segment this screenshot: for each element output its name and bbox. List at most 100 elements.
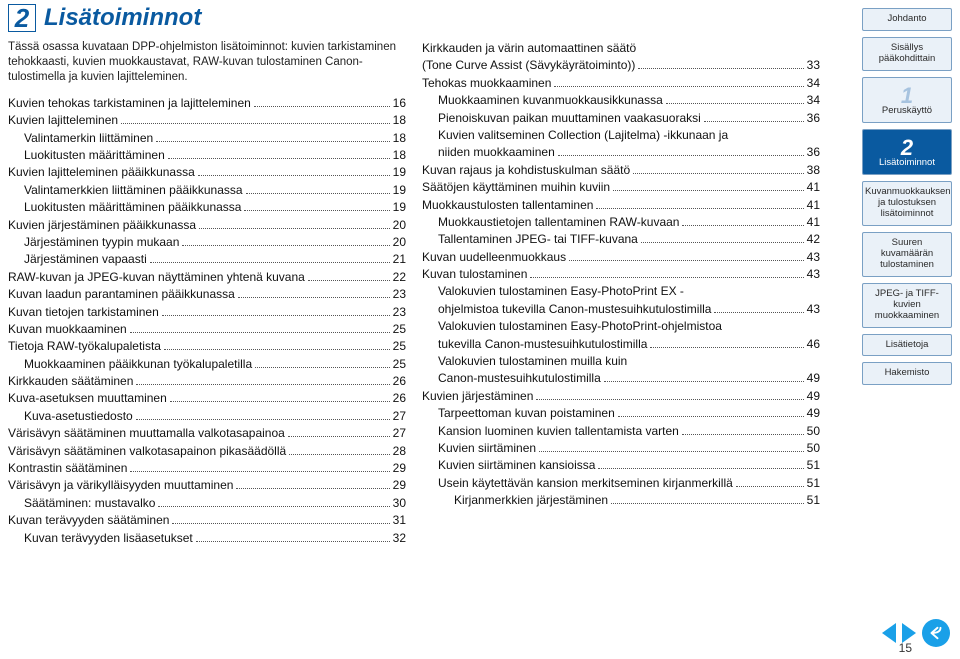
- toc-entry-page: 41: [807, 214, 820, 231]
- toc-entry[interactable]: Muokkaaminen pääikkunan työkalupaletilla…: [8, 356, 406, 373]
- toc-entry[interactable]: Tietoja RAW-työkalupaletista25: [8, 338, 406, 355]
- sidebar-nav: Johdanto Sisällys pääkohdittain 1Peruskäyt…: [862, 8, 952, 385]
- chapter-title: Lisätoiminnot: [44, 4, 201, 32]
- toc-entry[interactable]: Kuvien lajitteleminen18: [8, 112, 406, 129]
- toc-entry-page: 28: [393, 443, 406, 460]
- toc-entry[interactable]: ohjelmistoa tukevilla Canon-mustesuihkut…: [422, 301, 820, 318]
- prev-page-button[interactable]: [882, 623, 896, 643]
- toc-leader-dots: [199, 228, 390, 229]
- toc-entry[interactable]: Kuvan muokkaaminen25: [8, 321, 406, 338]
- sidebar-item-contents[interactable]: Sisällys pääkohdittain: [862, 37, 952, 71]
- toc-entry[interactable]: Kuvan laadun parantaminen pääikkunassa23: [8, 286, 406, 303]
- toc-leader-dots: [236, 488, 389, 489]
- sidebar-item-ch1[interactable]: 1Peruskäyttö: [862, 77, 952, 123]
- toc-entry[interactable]: Värisävyn säätäminen valkotasapainon pik…: [8, 443, 406, 460]
- toc-entry[interactable]: Valintamerkkien liittäminen pääikkunassa…: [8, 182, 406, 199]
- toc-entry-label: Kuvien siirtäminen kansioissa: [438, 457, 595, 474]
- toc-entry[interactable]: Kuva-asetuksen muuttaminen26: [8, 390, 406, 407]
- sidebar-item-extra[interactable]: Lisätietoja: [862, 334, 952, 357]
- toc-entry[interactable]: Kuvien lajitteleminen pääikkunassa19: [8, 164, 406, 181]
- toc-leader-dots: [196, 541, 390, 542]
- toc-entry-page: 42: [807, 231, 820, 248]
- toc-entry-label: Luokitusten määrittäminen: [24, 147, 165, 164]
- toc-entry-label: Kuvan terävyyden säätäminen: [8, 512, 169, 529]
- sidebar-item-index[interactable]: Hakemisto: [862, 362, 952, 385]
- sidebar-item-ch5[interactable]: JPEG- ja TIFF-kuvien muokkaaminen: [862, 283, 952, 328]
- toc-entry-label: Kuvien siirtäminen: [438, 440, 536, 457]
- toc-entry[interactable]: Valintamerkin liittäminen18: [8, 130, 406, 147]
- toc-entry[interactable]: Kuvien tehokas tarkistaminen ja lajittel…: [8, 95, 406, 112]
- toc-entry[interactable]: Järjestäminen tyypin mukaan20: [8, 234, 406, 251]
- sidebar-item-ch3[interactable]: Kuvanmuokkauksen ja tulostuksen lisätoim…: [862, 181, 952, 226]
- toc-entry-label: Muokkaaminen kuvanmuokkausikkunassa: [438, 92, 663, 109]
- toc-leader-dots: [182, 245, 389, 246]
- toc-entry[interactable]: Canon-mustesuihkutulostimilla49: [422, 370, 820, 387]
- toc-leader-dots: [618, 416, 804, 417]
- toc-entry[interactable]: Muokkaustulosten tallentaminen41: [422, 197, 820, 214]
- toc-entry-label: Kuvien järjestäminen pääikkunassa: [8, 217, 196, 234]
- toc-entry[interactable]: Kontrastin säätäminen29: [8, 460, 406, 477]
- toc-entry-page: 19: [393, 164, 406, 181]
- toc-entry[interactable]: Kuvien valitseminen Collection (Lajitelm…: [422, 127, 820, 144]
- toc-entry-page: 18: [393, 112, 406, 129]
- next-page-button[interactable]: [902, 623, 916, 643]
- toc-entry[interactable]: Luokitusten määrittäminen pääikkunassa19: [8, 199, 406, 216]
- toc-entry-page: 25: [393, 321, 406, 338]
- toc-entry-label: tukevilla Canon-mustesuihkutulostimilla: [438, 336, 647, 353]
- toc-entry-label: Kontrastin säätäminen: [8, 460, 127, 477]
- toc-entry[interactable]: Tarpeettoman kuvan poistaminen 49: [422, 405, 820, 422]
- toc-entry-page: 50: [807, 423, 820, 440]
- toc-entry-label: Kuva-asetuksen muuttaminen: [8, 390, 167, 407]
- toc-entry[interactable]: tukevilla Canon-mustesuihkutulostimilla4…: [422, 336, 820, 353]
- toc-entry[interactable]: Kuvan tulostaminen43: [422, 266, 820, 283]
- toc-entry-page: 34: [807, 92, 820, 109]
- toc-entry[interactable]: Kuvan uudelleenmuokkaus43: [422, 249, 820, 266]
- toc-entry[interactable]: Värisävyn ja värikylläisyyden muuttamine…: [8, 477, 406, 494]
- toc-entry[interactable]: Valokuvien tulostaminen Easy-PhotoPrint-…: [422, 318, 820, 335]
- toc-entry[interactable]: Kirkkauden ja värin automaattinen säätö: [422, 40, 820, 57]
- toc-leader-dots: [130, 471, 389, 472]
- toc-entry[interactable]: Kirjanmerkkien järjestäminen51: [422, 492, 820, 509]
- toc-entry-label: Kuva-asetustiedosto: [24, 408, 133, 425]
- toc-entry-page: 25: [393, 356, 406, 373]
- toc-entry[interactable]: Värisävyn säätäminen muuttamalla valkota…: [8, 425, 406, 442]
- toc-entry[interactable]: Kuvan tietojen tarkistaminen23: [8, 304, 406, 321]
- toc-entry-page: 49: [807, 405, 820, 422]
- toc-entry-label: Järjestäminen tyypin mukaan: [24, 234, 179, 251]
- sidebar-item-ch4[interactable]: Suuren kuvamäärän tulostaminen: [862, 232, 952, 277]
- toc-entry[interactable]: Pienoiskuvan paikan muuttaminen vaakasuo…: [422, 110, 820, 127]
- toc-entry[interactable]: Muokkaustietojen tallentaminen RAW-kuvaa…: [422, 214, 820, 231]
- toc-entry[interactable]: Muokkaaminen kuvanmuokkausikkunassa 34: [422, 92, 820, 109]
- toc-entry[interactable]: Kuvan terävyyden lisäasetukset32: [8, 530, 406, 547]
- toc-entry[interactable]: Kuva-asetustiedosto27: [8, 408, 406, 425]
- toc-entry[interactable]: Säätäminen: mustavalko30: [8, 495, 406, 512]
- toc-entry[interactable]: niiden muokkaaminen36: [422, 144, 820, 161]
- toc-entry[interactable]: Usein käytettävän kansion merkitseminen …: [422, 475, 820, 492]
- toc-entry[interactable]: Kuvien siirtäminen50: [422, 440, 820, 457]
- toc-entry[interactable]: Kuvien järjestäminen49: [422, 388, 820, 405]
- toc-entry[interactable]: Kuvien järjestäminen pääikkunassa 20: [8, 217, 406, 234]
- toc-entry-label: Pienoiskuvan paikan muuttaminen vaakasuo…: [438, 110, 701, 127]
- toc-entry[interactable]: Valokuvien tulostaminen muilla kuin: [422, 353, 820, 370]
- toc-entry-page: 19: [393, 182, 406, 199]
- toc-entry[interactable]: Kuvan terävyyden säätäminen31: [8, 512, 406, 529]
- toc-entry[interactable]: Luokitusten määrittäminen18: [8, 147, 406, 164]
- toc-entry[interactable]: Kuvan rajaus ja kohdistuskulman säätö38: [422, 162, 820, 179]
- back-button[interactable]: [922, 619, 950, 647]
- toc-entry[interactable]: (Tone Curve Assist (Sävykäyrätoiminto))3…: [422, 57, 820, 74]
- toc-entry[interactable]: Kuvien siirtäminen kansioissa51: [422, 457, 820, 474]
- sidebar-item-ch2[interactable]: 2Lisätoiminnot: [862, 129, 952, 175]
- toc-entry-page: 20: [393, 217, 406, 234]
- toc-entry[interactable]: Tallentaminen JPEG- tai TIFF-kuvana42: [422, 231, 820, 248]
- toc-entry[interactable]: Kirkkauden säätäminen26: [8, 373, 406, 390]
- toc-entry[interactable]: RAW-kuvan ja JPEG-kuvan näyttäminen yhte…: [8, 269, 406, 286]
- sidebar-item-intro[interactable]: Johdanto: [862, 8, 952, 31]
- toc-entry[interactable]: Valokuvien tulostaminen Easy-PhotoPrint …: [422, 283, 820, 300]
- toc-entry[interactable]: Tehokas muokkaaminen34: [422, 75, 820, 92]
- toc-entry[interactable]: Järjestäminen vapaasti21: [8, 251, 406, 268]
- toc-entry-label: Tarpeettoman kuvan poistaminen: [438, 405, 615, 422]
- toc-entry-label: Valintamerkkien liittäminen pääikkunassa: [24, 182, 243, 199]
- toc-entry[interactable]: Säätöjen käyttäminen muihin kuviin41: [422, 179, 820, 196]
- toc-entry-label: Tehokas muokkaaminen: [422, 75, 551, 92]
- toc-entry[interactable]: Kansion luominen kuvien tallentamista va…: [422, 423, 820, 440]
